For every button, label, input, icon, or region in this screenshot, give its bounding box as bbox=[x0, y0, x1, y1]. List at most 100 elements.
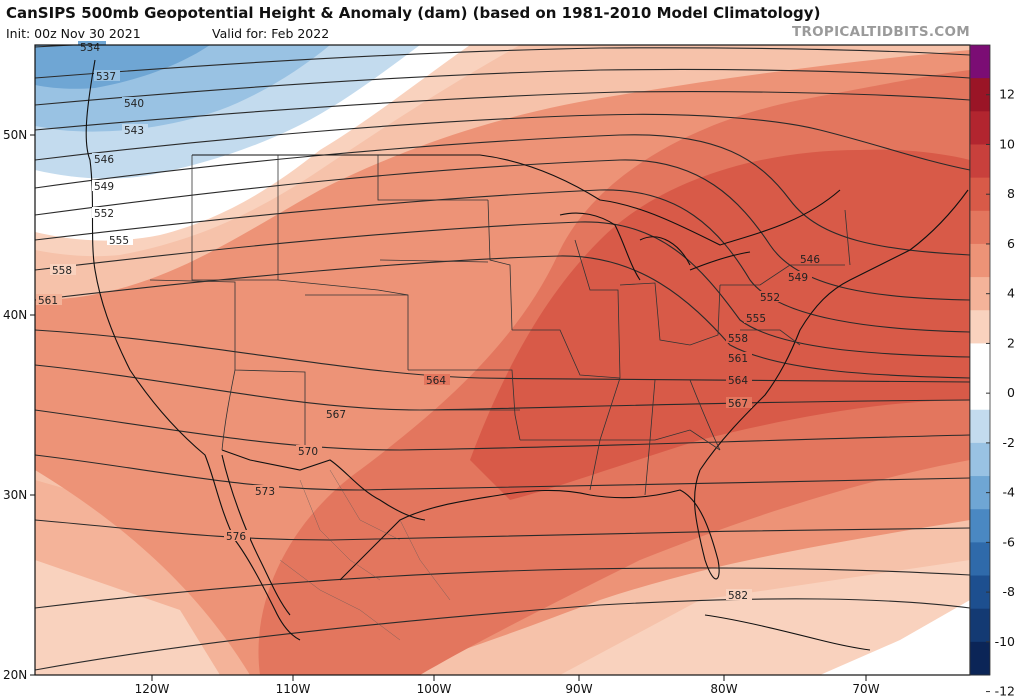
colorbar-label: 0 bbox=[1007, 385, 1015, 400]
lat-label-30n: 30N bbox=[3, 488, 27, 502]
page-title: CanSIPS 500mb Geopotential Height & Anom… bbox=[6, 4, 821, 22]
colorbar-swatch bbox=[970, 542, 990, 577]
contour-label: 549 bbox=[788, 272, 808, 284]
state-borders bbox=[149, 155, 851, 496]
contour-576 bbox=[35, 519, 970, 541]
contour-570 bbox=[35, 409, 970, 451]
contour-558 bbox=[35, 221, 970, 358]
colorbar-swatch bbox=[970, 409, 990, 444]
us-mexico-border bbox=[221, 449, 426, 521]
anomaly-fill bbox=[35, 45, 970, 675]
colorbar-frame bbox=[969, 44, 991, 676]
baja-peninsula bbox=[221, 454, 291, 616]
us-canada-border bbox=[192, 154, 841, 246]
colorbar-label: -4 bbox=[1003, 485, 1016, 500]
colorbar-label: -8 bbox=[1003, 584, 1016, 599]
great-lakes bbox=[559, 212, 751, 281]
east-coast bbox=[699, 189, 969, 471]
contour-561 bbox=[35, 255, 970, 379]
colorbar-swatch bbox=[970, 243, 990, 278]
contour-549 bbox=[35, 134, 970, 256]
colorbar-swatch bbox=[970, 608, 990, 643]
lon-ticks bbox=[151, 675, 867, 681]
contour-564 bbox=[35, 329, 970, 383]
colorbar-swatch bbox=[970, 476, 990, 510]
colorbar-label: 2 bbox=[1007, 335, 1015, 350]
contour-540 bbox=[35, 68, 970, 106]
colorbar-label: -12 bbox=[995, 684, 1015, 696]
lon-label-110w: 110W bbox=[276, 682, 311, 696]
contour-label: 582 bbox=[728, 590, 748, 602]
contour-label: 549 bbox=[94, 181, 114, 193]
colorbar-swatch bbox=[970, 442, 990, 477]
lat-label-40n: 40N bbox=[3, 308, 27, 322]
contour-546 bbox=[35, 113, 970, 171]
colorbar-swatch bbox=[970, 575, 990, 610]
contour-label: 570 bbox=[298, 446, 318, 458]
colorbar-swatch bbox=[970, 210, 990, 245]
lon-label-120w: 120W bbox=[135, 682, 170, 696]
contour-555 bbox=[35, 189, 970, 333]
colorbar-label: -10 bbox=[995, 634, 1015, 649]
gulf-coast bbox=[339, 469, 720, 581]
lon-label-90w: 90W bbox=[565, 682, 592, 696]
init-time: Init: 00z Nov 30 2021 bbox=[6, 26, 141, 41]
contour-label: 546 bbox=[800, 254, 820, 266]
contour-label: 555 bbox=[109, 235, 129, 247]
colorbar-label: 8 bbox=[1007, 186, 1015, 201]
contour-label: 534 bbox=[80, 42, 100, 54]
contour-573 bbox=[35, 454, 970, 491]
contour-label: 561 bbox=[38, 295, 58, 307]
colorbar-label: 10 bbox=[999, 136, 1015, 151]
mexico-borders bbox=[279, 469, 451, 641]
contour-label: 543 bbox=[124, 125, 144, 137]
colorbar-label: 4 bbox=[1007, 286, 1015, 301]
colorbar-swatch bbox=[970, 277, 990, 311]
contour-label: 546 bbox=[94, 154, 114, 166]
colorbar-label: -6 bbox=[1003, 534, 1016, 549]
colorbar-swatch bbox=[970, 78, 990, 112]
lat-ticks bbox=[30, 134, 35, 676]
contour-label: 561 bbox=[728, 353, 748, 365]
contour-label: 567 bbox=[728, 398, 748, 410]
west-coast bbox=[85, 59, 301, 641]
contour-label: 576 bbox=[226, 531, 246, 543]
contour-label: 540 bbox=[124, 98, 144, 110]
colorbar-swatch bbox=[970, 310, 990, 344]
contour-label: 552 bbox=[760, 292, 780, 304]
contour-label: 558 bbox=[728, 333, 748, 345]
contour-579 bbox=[35, 567, 970, 609]
contour-label: 567 bbox=[326, 409, 346, 421]
lon-label-70w: 70W bbox=[852, 682, 879, 696]
contour-label: 564 bbox=[728, 375, 748, 387]
cuba bbox=[704, 614, 871, 651]
colorbar-swatch bbox=[970, 45, 990, 79]
site-credit: TROPICALTIDBITS.COM bbox=[791, 24, 970, 40]
colorbar-swatch bbox=[970, 343, 990, 378]
contour-label: 552 bbox=[94, 208, 114, 220]
valid-time: Valid for: Feb 2022 bbox=[212, 26, 330, 41]
contour-543 bbox=[35, 90, 970, 131]
coastlines bbox=[85, 59, 969, 651]
colorbar-label: 6 bbox=[1007, 236, 1015, 251]
colorbar-swatch bbox=[970, 144, 990, 179]
contour-label: 573 bbox=[255, 486, 275, 498]
lon-label-100w: 100W bbox=[417, 682, 452, 696]
contour-552 bbox=[35, 159, 970, 301]
colorbar-swatch bbox=[970, 376, 990, 411]
contour-labels: 534 537 540 543 546 549 552 555 558 561 … bbox=[36, 41, 824, 602]
contour-label: 555 bbox=[746, 313, 766, 325]
lat-label-50n: 50N bbox=[3, 128, 27, 142]
colorbar-swatch bbox=[970, 641, 990, 676]
colorbar-label: -2 bbox=[1003, 435, 1015, 450]
colorbar-swatch bbox=[970, 111, 990, 145]
colorbar-swatch bbox=[970, 509, 990, 543]
lon-label-80w: 80W bbox=[710, 682, 737, 696]
colorbar-label: 12 bbox=[999, 87, 1015, 102]
contour-582 bbox=[35, 598, 970, 671]
colorbar-swatch bbox=[970, 177, 990, 212]
lat-label-20n: 20N bbox=[3, 668, 27, 682]
contour-537 bbox=[35, 47, 970, 79]
colorbar: 12 10 8 6 4 2 0 -2 -4 -6 -8 -10 -12 bbox=[969, 44, 1016, 696]
